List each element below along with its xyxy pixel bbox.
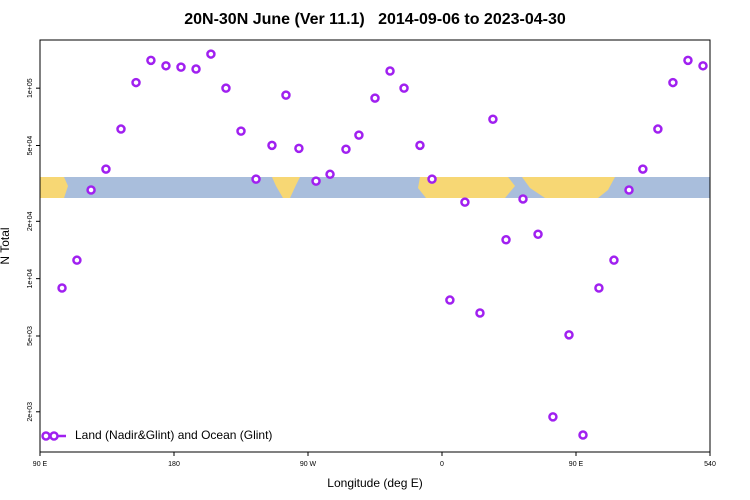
point	[86, 185, 96, 195]
point	[698, 61, 708, 71]
point	[653, 124, 663, 134]
y-tick-label: 2e+04	[27, 211, 34, 231]
x-tick-label: 0	[440, 461, 444, 468]
y-tick-label: 2e+03	[27, 402, 34, 422]
point	[683, 55, 693, 66]
point	[624, 185, 634, 195]
point	[236, 126, 246, 136]
point	[294, 143, 304, 154]
point	[354, 130, 364, 140]
point	[578, 430, 588, 440]
point	[609, 255, 619, 265]
legend-marker	[49, 431, 59, 441]
point	[325, 169, 335, 180]
point	[206, 49, 216, 59]
point	[501, 235, 511, 245]
chart-title: 20N-30N June (Ver 11.1) 2014-09-06 to 20…	[184, 11, 566, 28]
point	[415, 140, 425, 151]
x-tick-label: 540	[704, 461, 716, 468]
point	[460, 197, 470, 207]
legend-marker	[41, 431, 51, 441]
x-tick-label: 180	[168, 461, 180, 468]
y-axis-label: N Total	[0, 227, 12, 264]
point	[548, 412, 558, 422]
y-tick-label: 5e+03	[27, 326, 34, 346]
point	[668, 77, 678, 88]
land	[522, 177, 615, 198]
x-tick-label: 90 E	[33, 461, 48, 468]
point	[72, 255, 82, 265]
point	[385, 66, 395, 76]
point	[101, 164, 111, 174]
point	[638, 164, 648, 174]
point	[533, 229, 543, 240]
point	[445, 295, 455, 305]
point	[176, 62, 186, 72]
point	[311, 176, 321, 186]
x-tick-label: 90 E	[569, 461, 584, 468]
point	[146, 55, 156, 66]
legend-label: Land (Nadir&Glint) and Ocean (Glint)	[75, 428, 272, 442]
point	[57, 283, 67, 293]
y-tick-label: 1e+04	[27, 269, 34, 289]
point	[594, 283, 604, 293]
plot-frame	[39, 39, 711, 453]
point	[564, 330, 574, 340]
point	[488, 114, 498, 124]
point	[251, 174, 261, 184]
point	[116, 124, 126, 134]
x-tick-label: 90 W	[300, 461, 317, 468]
point	[267, 140, 277, 151]
point	[341, 144, 351, 154]
point	[399, 83, 409, 93]
point	[427, 174, 437, 184]
y-tick-label: 5e+04	[27, 136, 34, 156]
point	[191, 64, 201, 74]
point	[281, 90, 291, 100]
y-tick-label: 1e+05	[27, 78, 34, 98]
land	[40, 177, 68, 198]
land	[418, 177, 515, 198]
point	[370, 93, 380, 103]
land	[272, 177, 300, 198]
x-axis-label: Longitude (deg E)	[327, 476, 422, 490]
point	[518, 194, 528, 204]
point	[161, 61, 171, 71]
point	[475, 308, 485, 318]
point	[221, 83, 231, 93]
map-strip	[40, 177, 710, 198]
point	[131, 77, 141, 88]
